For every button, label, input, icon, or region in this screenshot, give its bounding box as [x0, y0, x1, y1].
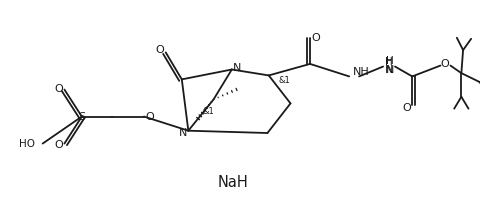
Text: O: O — [311, 33, 320, 43]
Text: S: S — [78, 111, 85, 122]
Text: H: H — [385, 56, 393, 66]
Text: &1: &1 — [202, 107, 214, 116]
Text: O: O — [401, 103, 410, 113]
Text: HO: HO — [19, 138, 35, 149]
Text: O: O — [145, 111, 154, 122]
Text: O: O — [155, 45, 164, 56]
Text: &1: &1 — [278, 76, 290, 85]
Text: O: O — [54, 140, 63, 149]
Text: O: O — [439, 59, 448, 68]
Text: O: O — [54, 84, 63, 94]
Text: N: N — [179, 128, 187, 138]
Text: H: H — [384, 57, 392, 67]
Text: NaH: NaH — [217, 175, 248, 190]
Text: NH: NH — [352, 67, 369, 78]
Text: N: N — [384, 65, 393, 75]
Text: N: N — [232, 62, 240, 73]
Text: N: N — [385, 65, 394, 75]
